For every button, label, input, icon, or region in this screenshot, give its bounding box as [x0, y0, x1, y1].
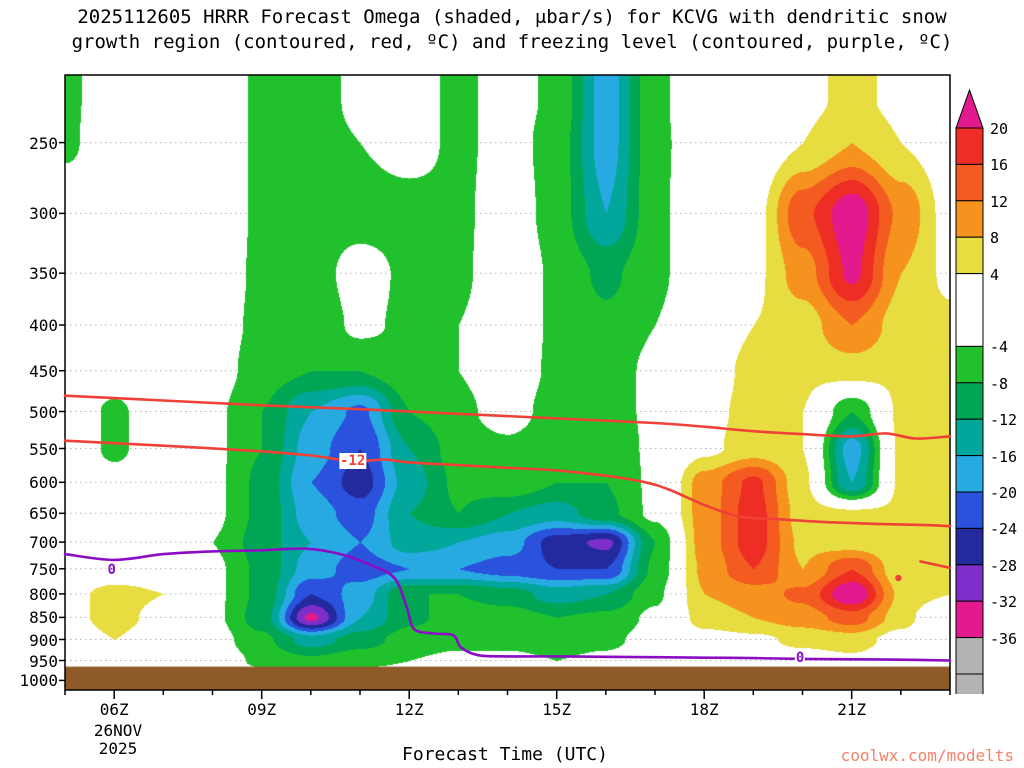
date-label-day: 26NOV: [93, 721, 143, 740]
y-tick-label: 550: [29, 439, 58, 459]
colorbar-label: -4: [990, 338, 1009, 357]
chart-title-line2: growth region (contoured, red, ºC) and f…: [71, 31, 953, 53]
y-tick-label: 1000: [19, 671, 58, 691]
colorbar-label: 8: [990, 229, 1000, 248]
colorbar-segment: [955, 273, 984, 347]
y-tick-label: 500: [29, 402, 58, 422]
y-tick-label: 350: [29, 264, 58, 284]
watermark: coolwx.com/modelts: [840, 746, 1014, 765]
x-tick-label: 06Z: [99, 700, 129, 719]
colorbar-label: -36: [990, 629, 1018, 648]
colorbar-top-arrow: [955, 88, 984, 129]
y-tick-label: 950: [29, 651, 58, 671]
y-tick-label: 400: [29, 315, 58, 335]
colorbar-segment: [955, 564, 984, 602]
x-tick-label: 09Z: [247, 700, 277, 719]
colorbar-label: 12: [990, 192, 1009, 211]
x-tick-label: 12Z: [394, 700, 424, 719]
colorbar-label: -24: [990, 520, 1018, 539]
freezing-level-label: 0: [106, 562, 117, 579]
freezing-level-label: 0: [794, 650, 806, 667]
y-tick-label: 900: [29, 630, 58, 650]
colorbar-segment: [955, 527, 984, 566]
date-label-year: 2025: [98, 739, 138, 758]
colorbar-label: -32: [990, 593, 1018, 612]
chart-title-line1: 2025112605 HRRR Forecast Omega (shaded, …: [77, 6, 947, 28]
colorbar-label: -8: [990, 374, 1009, 393]
colorbar-segment: [955, 127, 984, 165]
y-tick-label: 750: [29, 559, 58, 579]
colorbar-label: 16: [990, 156, 1009, 175]
y-tick-label: 300: [29, 204, 58, 224]
colorbar-label: -16: [990, 447, 1018, 466]
colorbar-label: -28: [990, 556, 1018, 575]
colorbar-segment: [955, 673, 984, 694]
colorbar-segment: [955, 382, 984, 420]
colorbar-segment: [955, 600, 984, 639]
colorbar-label: -12: [990, 411, 1018, 430]
x-tick-label: 15Z: [542, 700, 572, 719]
colorbar-segment: [955, 491, 984, 529]
colorbar-segment: [955, 345, 984, 384]
colorbar-segment: [955, 418, 984, 457]
y-tick-label: 450: [29, 361, 58, 381]
omega-shaded-field: [65, 75, 950, 690]
colorbar-label: 20: [990, 120, 1009, 138]
y-tick-label: 600: [29, 473, 58, 493]
colorbar-segment: [955, 637, 984, 675]
colorbar-segment: [955, 200, 984, 238]
dgz-contour-label: -12: [338, 452, 367, 469]
x-tick-label: 21Z: [837, 700, 867, 719]
colorbar-segment: [955, 236, 984, 275]
y-tick-label: 850: [29, 608, 58, 628]
x-tick-label: 18Z: [689, 700, 719, 719]
colorbar-segment: [955, 455, 984, 493]
colorbar-label: -20: [990, 484, 1018, 502]
x-axis-title: Forecast Time (UTC): [402, 744, 608, 765]
y-tick-label: 650: [29, 504, 58, 524]
y-tick-label: 250: [29, 133, 58, 153]
colorbar-label: 4: [990, 265, 1000, 284]
plot-area: [65, 75, 950, 690]
y-tick-label: 700: [29, 533, 58, 553]
y-tick-label: 800: [29, 584, 58, 604]
colorbar-segment: [955, 163, 984, 202]
